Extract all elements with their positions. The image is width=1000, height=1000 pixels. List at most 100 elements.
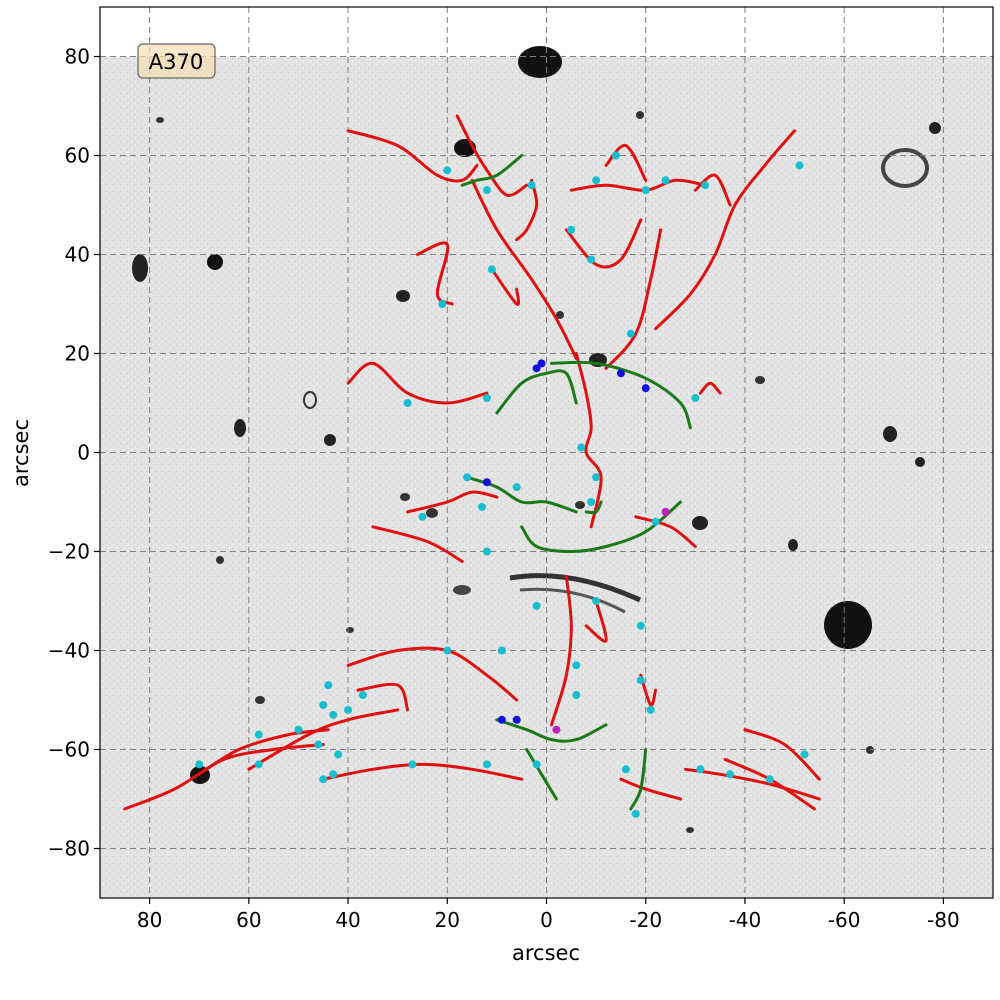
cyan-point	[482, 760, 491, 769]
cyan-point	[577, 443, 586, 452]
magenta-point	[552, 725, 561, 734]
grid	[100, 7, 993, 898]
galaxy	[453, 585, 471, 595]
y-tick-label: −80	[48, 837, 90, 861]
spiral-galaxy	[881, 148, 929, 188]
cyan-point	[329, 710, 338, 719]
galaxy	[396, 290, 410, 302]
critical-curve	[584, 599, 608, 643]
critical-curve	[698, 381, 722, 395]
blue-point	[497, 715, 506, 724]
cyan-point	[358, 691, 367, 700]
caustic-curve	[629, 748, 648, 811]
cyan-point	[314, 740, 323, 749]
galaxy	[400, 493, 410, 501]
cyan-point	[621, 765, 630, 774]
cyan-point	[765, 775, 774, 784]
cyan-image-points	[195, 151, 809, 818]
cyan-point	[532, 760, 541, 769]
galaxy	[575, 501, 585, 509]
blue-point	[641, 384, 650, 393]
cyan-point	[726, 770, 735, 779]
x-tick-label: 80	[137, 908, 162, 932]
caustic-curve	[495, 369, 578, 415]
cyan-point	[482, 394, 491, 403]
galaxy	[755, 376, 765, 384]
galaxy	[426, 508, 438, 518]
galaxy	[929, 122, 941, 134]
critical-curve	[123, 743, 325, 811]
galaxy	[915, 457, 925, 467]
critical-curve	[346, 129, 479, 183]
cyan-point	[800, 750, 809, 759]
galaxy	[788, 539, 798, 551]
cyan-point	[438, 300, 447, 308]
critical-curve	[604, 144, 648, 182]
y-tick-label: −40	[48, 639, 90, 663]
cyan-point	[651, 517, 660, 526]
galaxy	[686, 827, 694, 833]
cyan-point	[691, 394, 700, 403]
cyan-point	[611, 151, 620, 160]
critical-curve	[574, 352, 603, 529]
cyan-point	[636, 621, 645, 630]
blue-image-points	[482, 359, 650, 724]
critical-curve	[356, 682, 410, 712]
critical-curve	[743, 728, 821, 781]
cyan-point	[631, 809, 640, 818]
blue-point	[616, 369, 625, 378]
cyan-point	[487, 265, 496, 274]
caustic-curve	[495, 718, 608, 743]
y-tick-label: 0	[77, 441, 90, 465]
giant-arc	[509, 573, 642, 603]
x-tick-label: 0	[540, 908, 553, 932]
cyan-point	[696, 765, 705, 774]
bright-galaxy	[207, 254, 223, 270]
critical-curves	[123, 114, 821, 811]
cyan-point	[646, 705, 655, 714]
cyan-point	[592, 473, 601, 482]
blue-point	[512, 715, 521, 724]
caustic-curve	[550, 360, 692, 430]
galaxy	[636, 111, 644, 119]
critical-curve	[550, 574, 573, 727]
cyan-point	[334, 750, 343, 759]
cyan-point	[527, 181, 536, 190]
cyan-point	[319, 700, 328, 709]
galaxy	[692, 516, 708, 530]
galaxy	[234, 419, 246, 437]
cyan-point	[478, 502, 487, 511]
cyan-point	[587, 255, 596, 264]
cyan-point	[532, 601, 541, 610]
critical-curve	[634, 515, 697, 548]
critical-curve	[470, 178, 578, 360]
cluster-label: A370	[149, 50, 203, 74]
cyan-point	[592, 176, 601, 185]
cluster-badge-box	[137, 43, 216, 79]
caustic-curve	[584, 500, 603, 515]
critical-curve	[515, 178, 539, 242]
cyan-point	[572, 661, 581, 670]
cyan-point	[324, 681, 333, 690]
cyan-point	[408, 760, 417, 769]
cyan-point	[329, 770, 338, 779]
critical-curve	[455, 114, 529, 197]
cyan-point	[661, 176, 670, 185]
critical-curve	[371, 525, 464, 563]
galaxy-field	[132, 46, 941, 833]
bright-star	[824, 601, 872, 649]
cyan-point	[572, 691, 581, 700]
y-tick-label: 40	[65, 243, 90, 267]
y-tick-label: 60	[65, 144, 90, 168]
cyan-point	[254, 760, 263, 769]
cyan-point	[567, 225, 576, 234]
galaxy	[883, 426, 897, 442]
critical-curve	[406, 490, 499, 514]
critical-curve	[654, 129, 797, 331]
critical-curve	[247, 708, 400, 771]
galaxy	[556, 311, 564, 319]
x-tick-label: 60	[236, 908, 261, 932]
x-tick-label: -80	[927, 908, 960, 932]
cyan-point	[319, 775, 328, 784]
